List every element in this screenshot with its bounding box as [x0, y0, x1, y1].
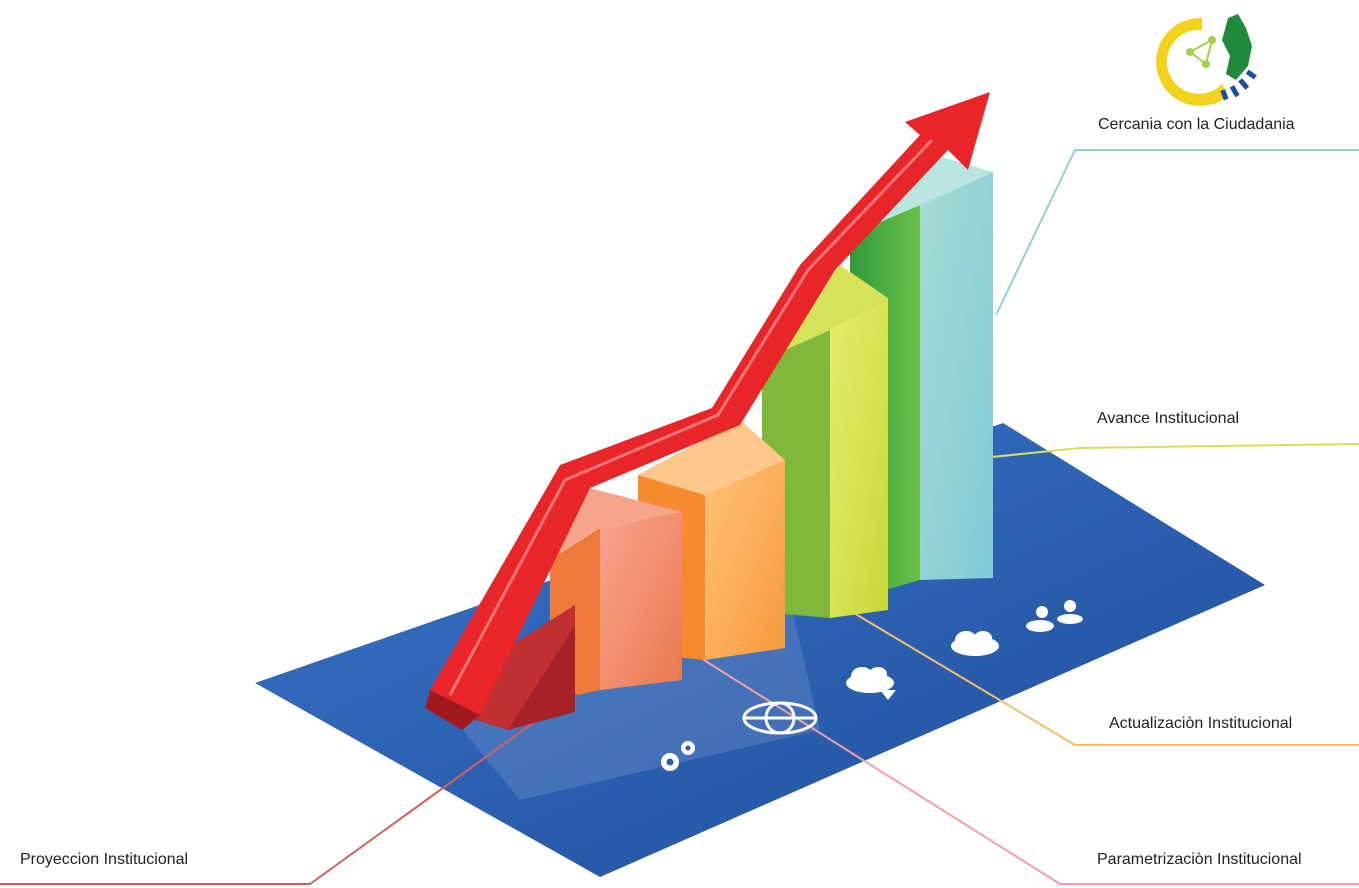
institution-logo — [1156, 14, 1257, 106]
label-actualizacion: Actualizaciòn Institucional — [1109, 715, 1293, 732]
cloud-download-icon — [846, 667, 896, 700]
label-avance: Avance Institucional — [1097, 410, 1240, 427]
label-parametrizacion: Parametrizaciòn Institucional — [1097, 851, 1302, 868]
label-cercania: Cercania con la Ciudadania — [1098, 116, 1295, 133]
connector-line-cercania — [995, 149, 1359, 316]
connector-line-proyeccion — [0, 699, 566, 885]
connector-line-parametrizacion — [679, 644, 1359, 885]
people-icon — [1026, 600, 1083, 632]
cloud-sync-icon — [951, 631, 999, 656]
label-proyeccion: Proyeccion Institucional — [20, 851, 189, 868]
globe-icon — [742, 701, 818, 735]
gears-icon — [661, 741, 695, 771]
growth-arrow — [425, 92, 990, 730]
